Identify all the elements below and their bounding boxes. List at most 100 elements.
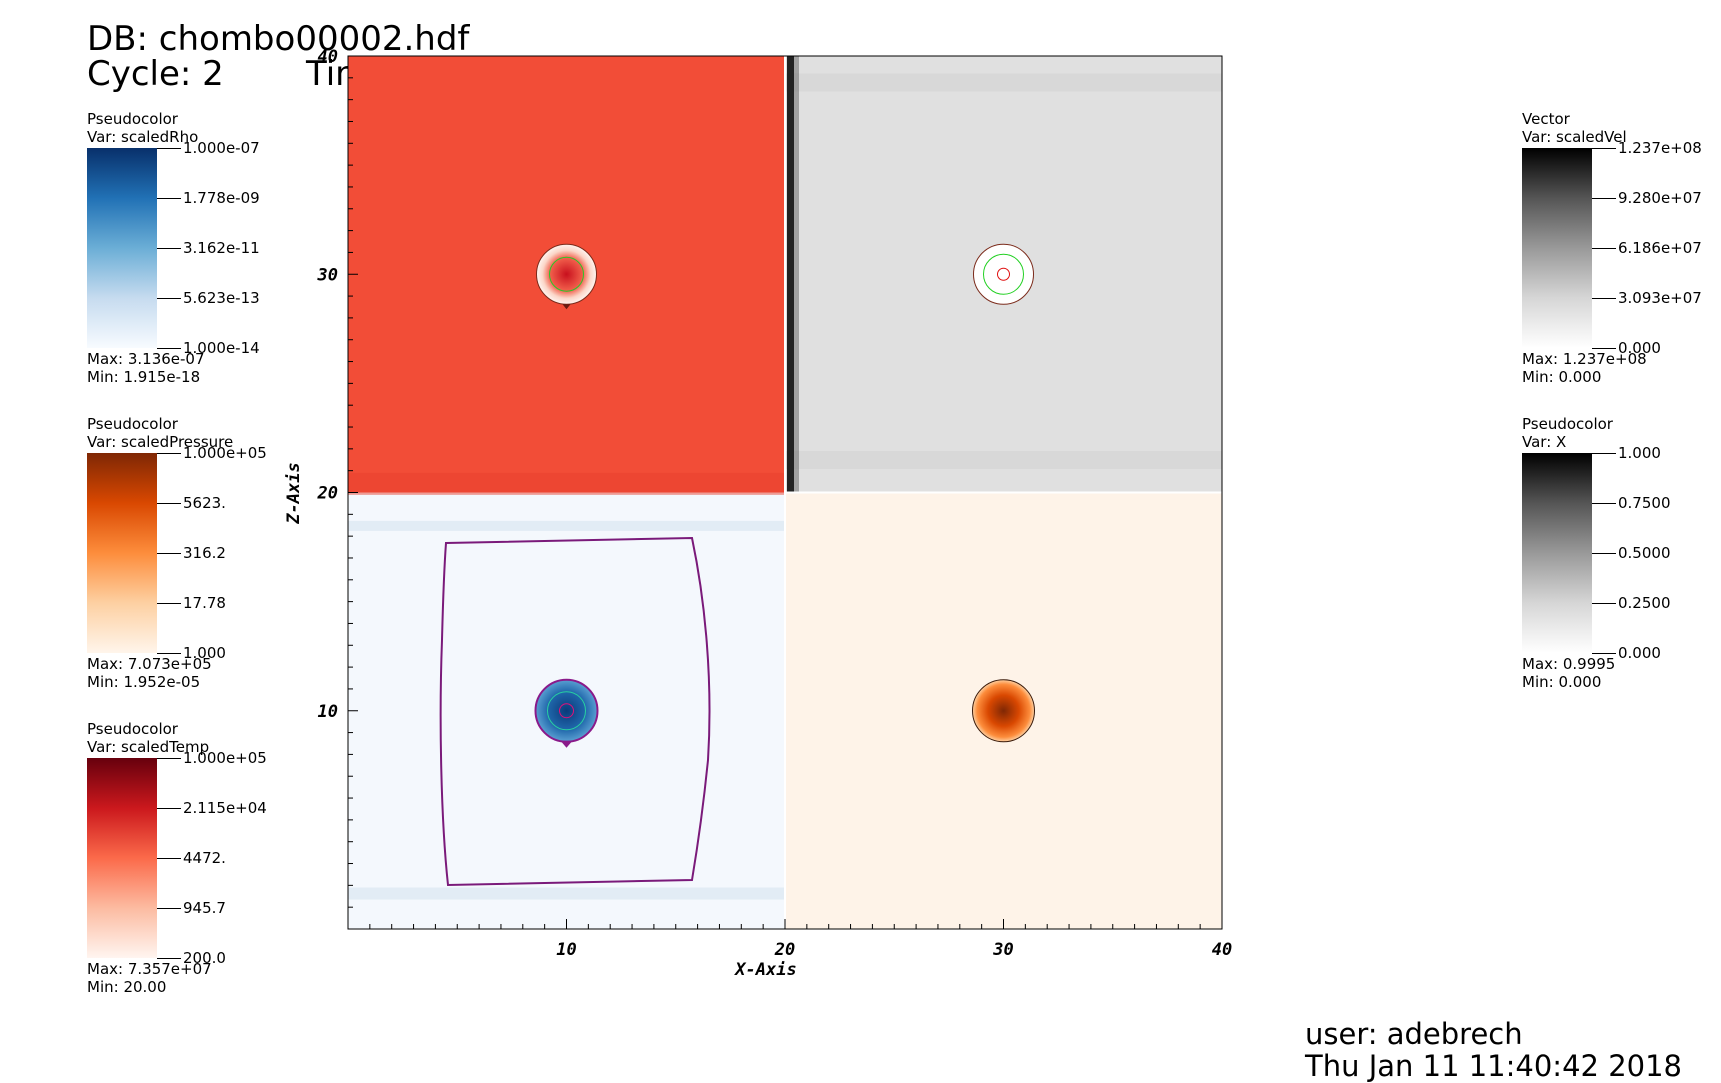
pressure-blob xyxy=(972,679,1035,743)
legend-var: Var: X xyxy=(1522,433,1567,451)
rho-tail xyxy=(560,740,573,748)
y-tick-label: 30 xyxy=(317,265,338,285)
y-tick-label: 10 xyxy=(318,702,338,722)
legend-tick xyxy=(157,453,181,454)
legend-tick-label: 1.000 xyxy=(1618,444,1661,462)
legend-var: Var: scaledVel xyxy=(1522,128,1627,146)
streak xyxy=(348,472,785,495)
legend-max: Max: 3.136e-07 xyxy=(87,350,205,368)
x-tick-label: 40 xyxy=(1212,940,1232,960)
streak xyxy=(785,73,1222,92)
legend-tick xyxy=(157,148,181,149)
legend-max: Max: 0.9995 xyxy=(1522,655,1616,673)
legend-tick-label: 3.093e+07 xyxy=(1618,289,1702,307)
legend-tick xyxy=(157,503,181,504)
legend-tick xyxy=(1592,653,1616,654)
legend-tick-label: 3.162e-11 xyxy=(183,239,260,257)
legend-tick xyxy=(157,908,181,909)
legend-tick xyxy=(1592,603,1616,604)
legend-scaledvel: Vector Var: scaledVel 1.237e+08 9.280e+07 6.… xyxy=(1522,110,1721,420)
legend-tick xyxy=(157,808,181,809)
streak xyxy=(348,520,785,531)
legend-max: Max: 7.357e+07 xyxy=(87,960,212,978)
legend-min: Min: 0.000 xyxy=(1522,673,1602,691)
footer-date: Thu Jan 11 11:40:42 2018 xyxy=(1305,1049,1682,1083)
legend-tick xyxy=(157,603,181,604)
legend-tick-label: 6.186e+07 xyxy=(1618,239,1702,257)
legend-min: Min: 0.000 xyxy=(1522,368,1602,386)
rho-blob xyxy=(534,678,599,743)
legend-tick xyxy=(157,958,181,959)
contour-ring xyxy=(997,267,1010,281)
y-axis-label: Z-Axis xyxy=(284,462,304,524)
x-tick-label: 20 xyxy=(774,940,795,960)
legend-tick xyxy=(1592,348,1616,349)
legend-colorbar xyxy=(1522,148,1592,348)
edge-strip xyxy=(787,56,794,493)
temp-blob xyxy=(536,243,597,305)
streak xyxy=(348,887,785,900)
legend-tick xyxy=(157,653,181,654)
legend-max: Max: 1.237e+08 xyxy=(1522,350,1647,368)
legend-tick xyxy=(157,758,181,759)
legend-tick-label: 9.280e+07 xyxy=(1618,189,1702,207)
legend-type: Pseudocolor xyxy=(87,415,178,433)
legend-tick-label: 5623. xyxy=(183,494,226,512)
contour-outline xyxy=(439,536,711,887)
legend-min: Min: 20.00 xyxy=(87,978,167,996)
legend-tick xyxy=(1592,553,1616,554)
legend-tick-label: 0.2500 xyxy=(1618,594,1671,612)
legend-type: Pseudocolor xyxy=(1522,415,1613,433)
cycle-label: Cycle: 2 xyxy=(87,54,224,94)
legend-tick xyxy=(157,348,181,349)
legend-var: Var: scaledTemp xyxy=(87,738,210,756)
streak xyxy=(785,451,1222,470)
x-tick-label: 10 xyxy=(556,940,576,960)
db-title: DB: chombo00002.hdf xyxy=(87,19,470,59)
legend-tick-label: 316.2 xyxy=(183,544,226,562)
temp-tail xyxy=(562,304,571,310)
legend-colorbar xyxy=(87,148,157,348)
legend-min: Min: 1.915e-18 xyxy=(87,368,201,386)
legend-tick-label: 0.000 xyxy=(1618,339,1661,357)
legend-tick-label: 5.623e-13 xyxy=(183,289,260,307)
legend-tick-label: 945.7 xyxy=(183,899,226,917)
edge-strip xyxy=(794,56,799,493)
contour-ring xyxy=(547,691,586,731)
legend-tick-label: 0.7500 xyxy=(1618,494,1671,512)
y-tick-label: 40 xyxy=(318,47,338,67)
y-tick-label: 20 xyxy=(317,484,338,504)
legend-tick xyxy=(157,858,181,859)
legend-colorbar xyxy=(87,758,157,958)
legend-tick-label: 17.78 xyxy=(183,594,226,612)
legend-scaledpressure: Pseudocolor Var: scaledPressure 1.000e+05 5… xyxy=(87,415,347,725)
legend-colorbar xyxy=(87,453,157,653)
legend-max: Max: 7.073e+05 xyxy=(87,655,212,673)
x-axis-label: X-Axis xyxy=(733,960,796,980)
legend-tick-label: 1.000e-14 xyxy=(183,339,260,357)
vel-blob xyxy=(973,243,1034,305)
legend-tick xyxy=(1592,148,1616,149)
legend-tick-label: 200.0 xyxy=(183,949,226,967)
legend-tick-label: 0.5000 xyxy=(1618,544,1671,562)
legend-type: Vector xyxy=(1522,110,1570,128)
legend-var: Var: scaledRho xyxy=(87,128,199,146)
legend-tick xyxy=(157,198,181,199)
contour-ring xyxy=(549,256,584,292)
legend-tick xyxy=(157,248,181,249)
legend-tick-label: 0.000 xyxy=(1618,644,1661,662)
legend-tick-label: 2.115e+04 xyxy=(183,799,267,817)
legend-tick xyxy=(1592,198,1616,199)
legend-tick xyxy=(157,298,181,299)
legend-type: Pseudocolor xyxy=(87,720,178,738)
legend-tick-label: 1.000e+05 xyxy=(183,749,267,767)
legend-tick-label: 4472. xyxy=(183,849,226,867)
legend-tick-label: 1.000 xyxy=(183,644,226,662)
legend-tick xyxy=(1592,503,1616,504)
legend-type: Pseudocolor xyxy=(87,110,178,128)
legend-scaledrho: Pseudocolor Var: scaledRho 1.000e-07 1.778e… xyxy=(87,110,347,420)
contour-ring xyxy=(559,703,574,719)
legend-x: Pseudocolor Var: X 1.000 0.7500 0.5000 0.2500… xyxy=(1522,415,1721,725)
legend-min: Min: 1.952e-05 xyxy=(87,673,201,691)
